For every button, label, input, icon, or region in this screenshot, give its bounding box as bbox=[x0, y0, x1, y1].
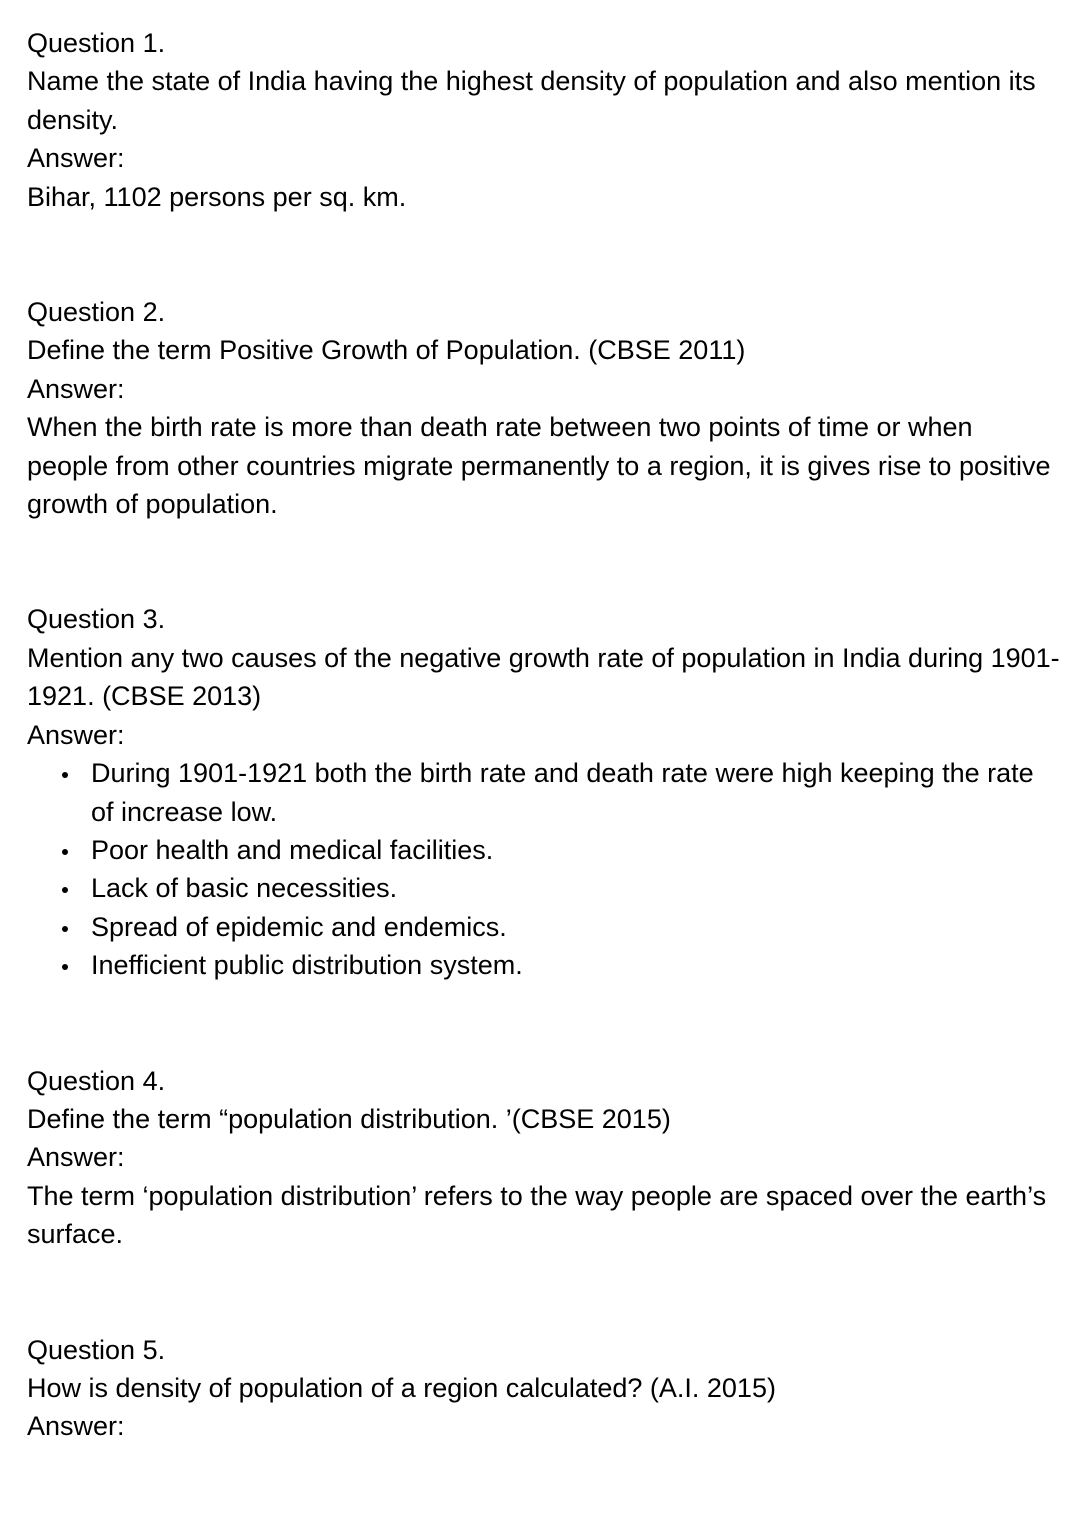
question-heading: Question 5. bbox=[27, 1334, 166, 1365]
answer-bullet-item: During 1901-1921 both the birth rate and… bbox=[62, 754, 1060, 831]
question-heading: Question 2. bbox=[27, 297, 166, 328]
question-text: Mention any two causes of the negative g… bbox=[27, 642, 1060, 712]
answer-bullet-item: Spread of epidemic and endemics. bbox=[62, 908, 1060, 946]
question-text: Define the term Positive Growth of Popul… bbox=[27, 335, 746, 366]
question-heading: Question 4. bbox=[27, 1065, 166, 1096]
answer-text: The term ‘population distribution’ refer… bbox=[27, 1180, 1047, 1250]
answer-label: Answer: bbox=[27, 1411, 125, 1442]
question-block-5: Question 5. How is density of population… bbox=[27, 1331, 1060, 1446]
answer-bullet-item: Inefficient public distribution system. bbox=[62, 946, 1060, 984]
answer-bullet-item: Poor health and medical facilities. bbox=[62, 831, 1060, 869]
answer-bullet-item: Lack of basic necessities. bbox=[62, 869, 1060, 907]
question-text: Name the state of India having the highe… bbox=[27, 66, 1036, 135]
answer-label: Answer: bbox=[27, 143, 125, 174]
answer-label: Answer: bbox=[27, 719, 125, 750]
answer-text: Bihar, 1102 persons per sq. km. bbox=[27, 181, 407, 212]
question-block-2: Question 2. Define the term Positive Gro… bbox=[27, 293, 1060, 523]
question-block-3: Question 3. Mention any two causes of th… bbox=[27, 600, 1060, 984]
answer-label: Answer: bbox=[27, 373, 125, 404]
question-heading: Question 1. bbox=[27, 28, 166, 58]
answer-bullet-list: During 1901-1921 both the birth rate and… bbox=[27, 754, 1060, 984]
question-text: How is density of population of a region… bbox=[27, 1372, 776, 1403]
answer-label: Answer: bbox=[27, 1142, 125, 1173]
answer-text: When the birth rate is more than death r… bbox=[27, 412, 1051, 520]
question-text: Define the term “population distribution… bbox=[27, 1103, 671, 1134]
question-block-4: Question 4. Define the term “population … bbox=[27, 1062, 1060, 1254]
question-block-1: Question 1. Name the state of India havi… bbox=[27, 24, 1060, 216]
question-heading: Question 3. bbox=[27, 604, 166, 635]
